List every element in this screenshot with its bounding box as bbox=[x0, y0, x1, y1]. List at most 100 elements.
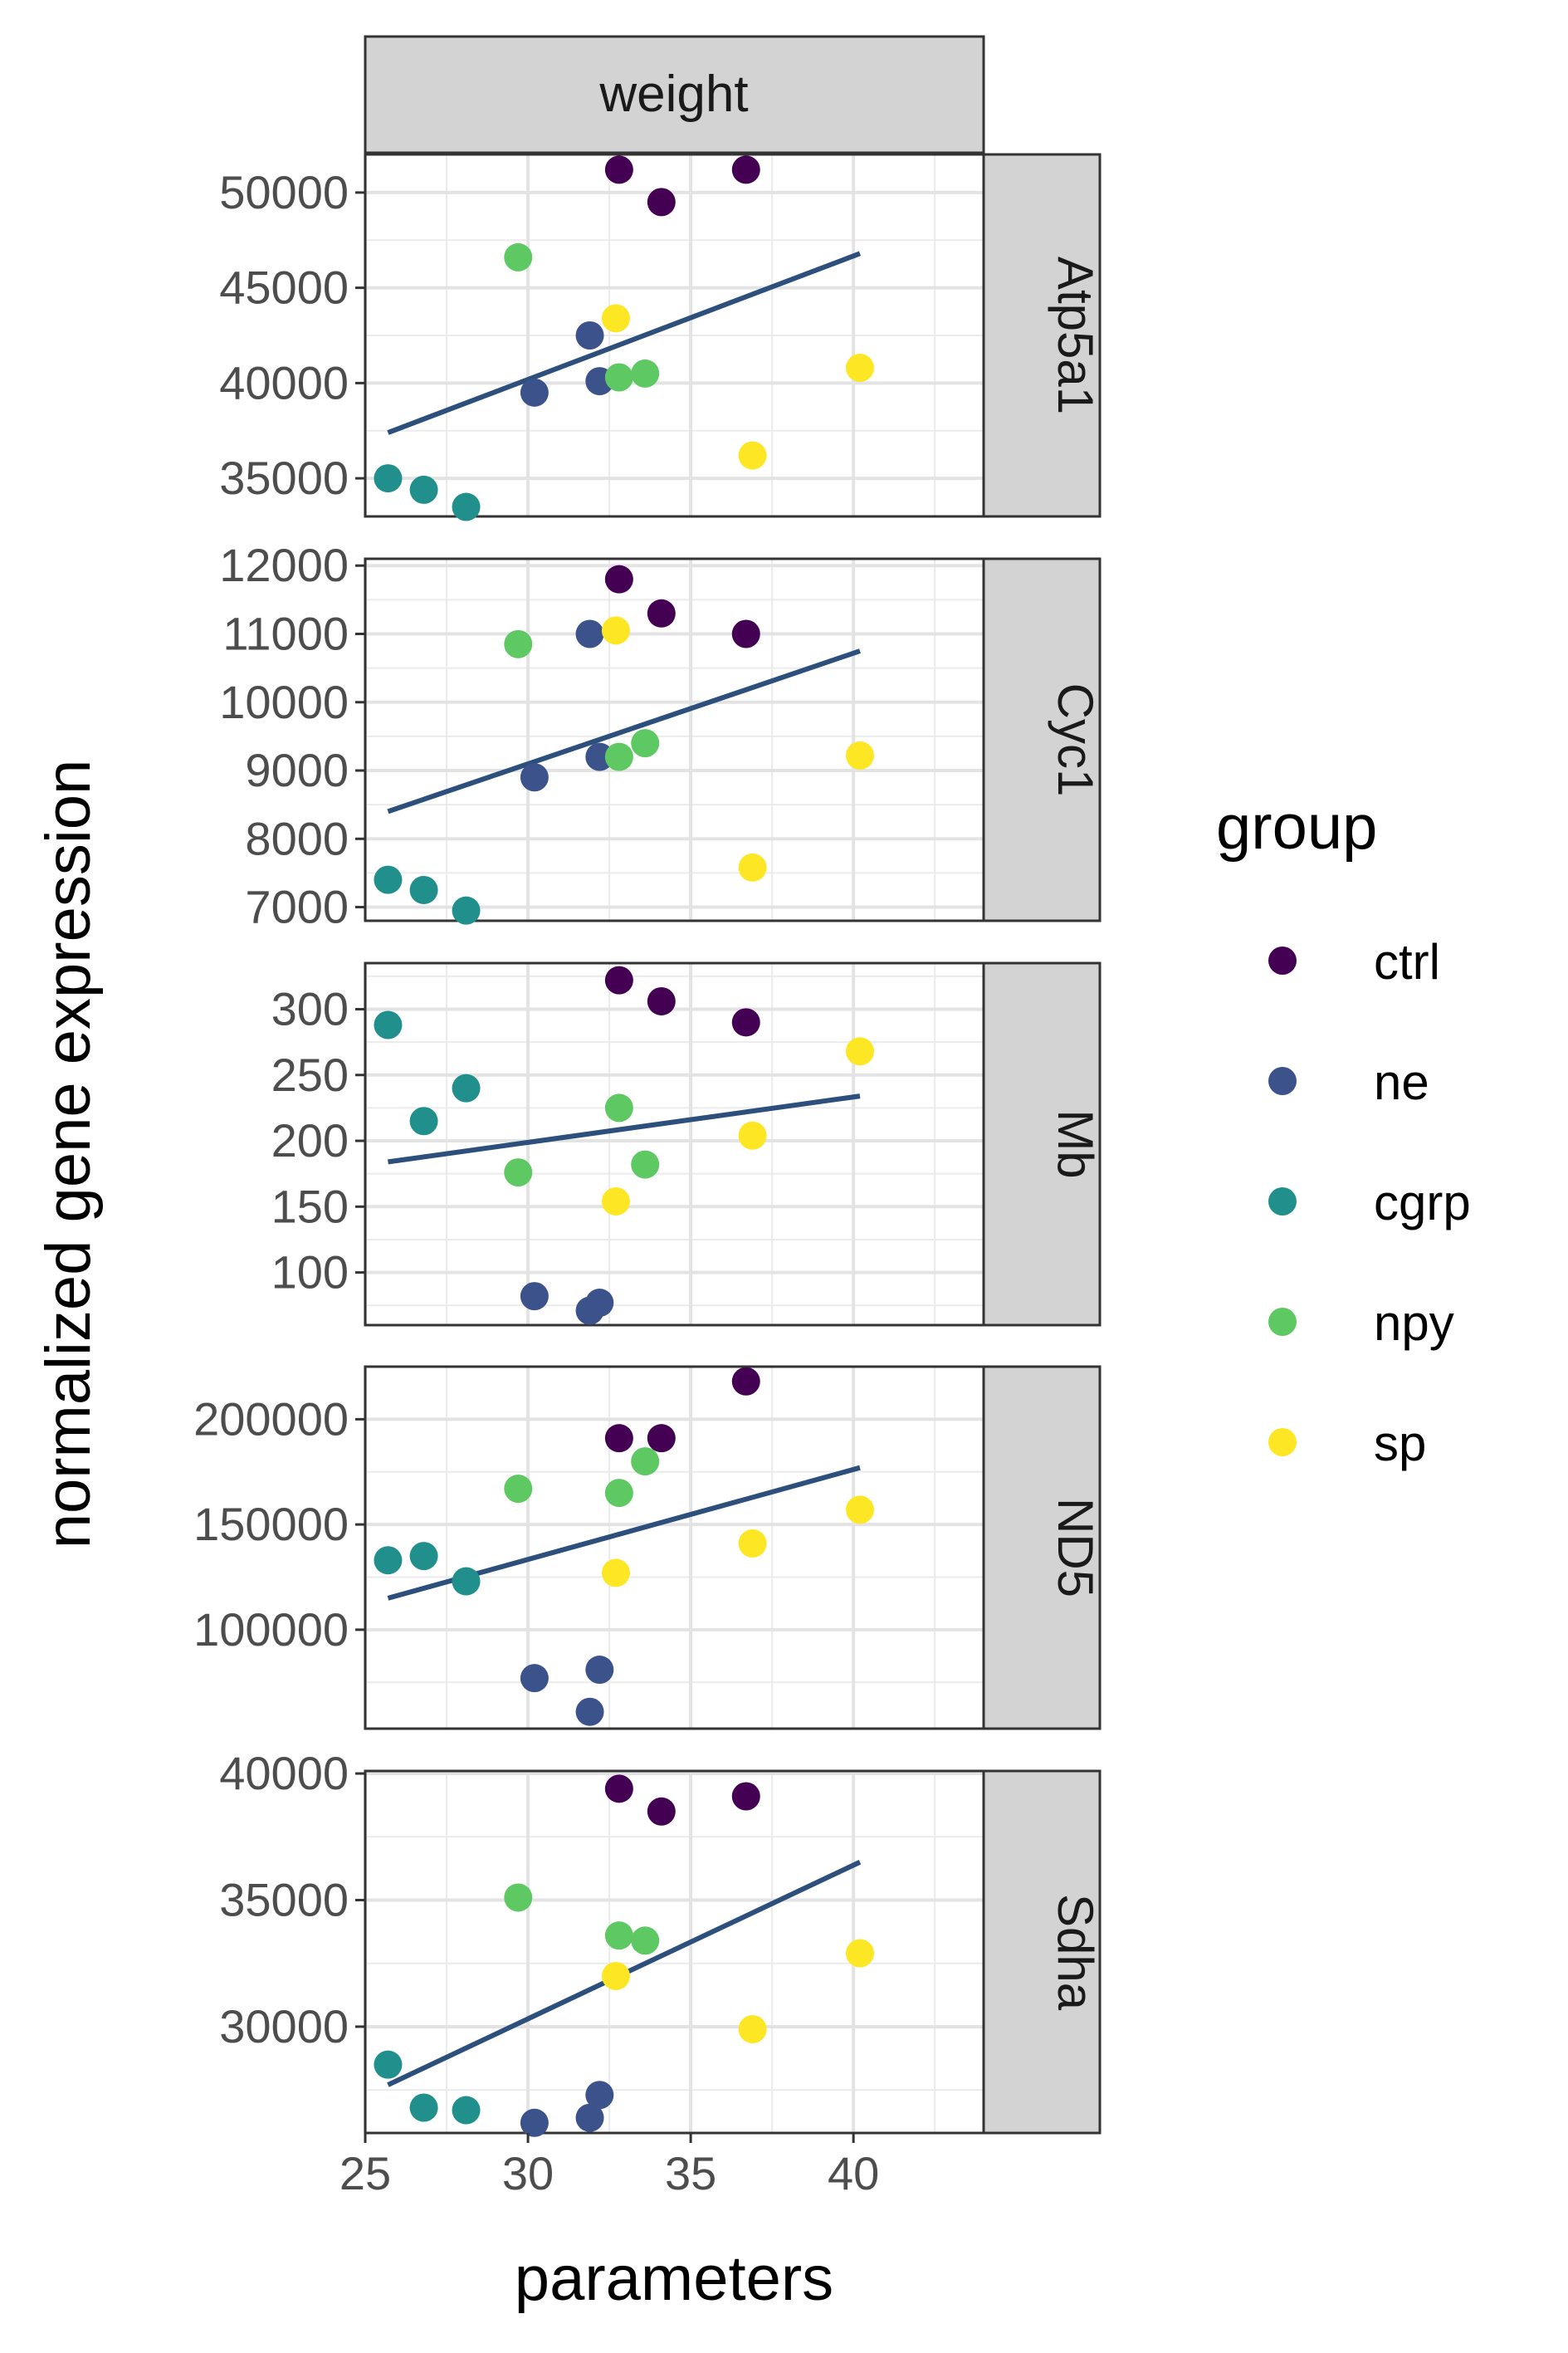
y-tick-label: 100000 bbox=[193, 1603, 349, 1656]
data-point-npy bbox=[631, 1150, 660, 1179]
data-point-cgrp bbox=[409, 1542, 438, 1571]
facet-strip-right bbox=[982, 153, 1102, 518]
data-point-cgrp bbox=[452, 492, 481, 521]
y-tick-label: 40000 bbox=[219, 356, 349, 408]
data-point-sp bbox=[738, 1529, 767, 1558]
y-tick-label: 200 bbox=[271, 1114, 349, 1167]
facet-column-label: weight bbox=[598, 66, 748, 123]
data-point-ctrl bbox=[647, 1424, 676, 1453]
data-point-cgrp bbox=[409, 475, 438, 504]
y-tick-label: 12000 bbox=[219, 539, 349, 591]
data-point-npy bbox=[604, 742, 633, 771]
data-point-sp bbox=[601, 616, 630, 645]
data-point-sp bbox=[738, 1121, 767, 1150]
legend-key-npy bbox=[1268, 1308, 1297, 1336]
y-tick-label: 35000 bbox=[219, 452, 349, 504]
y-tick-label: 35000 bbox=[219, 1873, 349, 1925]
data-point-cgrp bbox=[374, 2050, 403, 2079]
data-point-sp bbox=[601, 1186, 630, 1216]
panel-cyc1: 7000 8000 9000 10000 11000 12000 Cyc1 bbox=[219, 539, 1103, 932]
y-axis-title: normalized gene expression bbox=[33, 760, 104, 1549]
legend-label-ctrl: ctrl bbox=[1374, 934, 1440, 990]
regression-line bbox=[387, 251, 862, 435]
data-point-ne bbox=[585, 1656, 614, 1685]
x-axis-title: parameters bbox=[515, 2243, 833, 2314]
y-tick-label: 10000 bbox=[219, 676, 349, 728]
data-point-ne bbox=[520, 763, 549, 792]
panel-nd5: 100000 150000 200000 ND5 bbox=[193, 1365, 1103, 1730]
data-point-ctrl bbox=[604, 565, 633, 594]
legend: group ctrl ne cgrp npy sp bbox=[1216, 792, 1471, 1471]
data-point-sp bbox=[738, 441, 767, 470]
data-point-cgrp bbox=[374, 464, 403, 493]
data-point-npy bbox=[631, 359, 660, 388]
data-point-npy bbox=[504, 242, 533, 272]
data-point-ne bbox=[575, 1697, 604, 1726]
data-point-cgrp bbox=[409, 1107, 438, 1136]
legend-title: group bbox=[1216, 792, 1377, 863]
legend-key-ne bbox=[1268, 1067, 1297, 1095]
data-point-cgrp bbox=[452, 1074, 481, 1103]
data-point-sp bbox=[738, 853, 767, 882]
data-point-ne bbox=[585, 742, 614, 771]
data-point-ne bbox=[520, 2108, 549, 2137]
y-tick-label: 250 bbox=[271, 1049, 349, 1101]
x-axis: 25 30 35 40 bbox=[339, 2133, 879, 2199]
y-tick-label: 45000 bbox=[219, 262, 349, 314]
data-point-cgrp bbox=[452, 2096, 481, 2125]
facet-row-label: Sdha bbox=[1048, 1894, 1103, 2011]
data-point-npy bbox=[504, 1158, 533, 1187]
data-point-cgrp bbox=[374, 865, 403, 894]
legend-entries: ctrl ne cgrp npy sp bbox=[1268, 934, 1471, 1471]
data-point-npy bbox=[631, 729, 660, 758]
data-point-ctrl bbox=[731, 1367, 760, 1396]
data-point-ne bbox=[585, 2081, 614, 2110]
x-tick-label: 35 bbox=[665, 2147, 716, 2199]
data-point-ne bbox=[520, 1664, 549, 1693]
x-tick-label: 30 bbox=[502, 2147, 554, 2199]
data-point-sp bbox=[601, 1961, 630, 1990]
data-point-sp bbox=[846, 1037, 874, 1066]
facet-strip-top-box bbox=[364, 35, 985, 154]
data-point-npy bbox=[631, 1926, 660, 1955]
y-tick-label: 30000 bbox=[219, 2000, 349, 2052]
facet-strip-right bbox=[982, 961, 1102, 1327]
legend-label-npy: npy bbox=[1374, 1295, 1454, 1351]
data-point-sp bbox=[846, 1939, 874, 1968]
legend-label-sp: sp bbox=[1374, 1416, 1426, 1471]
panel-atp5a1: 35000 40000 45000 50000 Atp5a1 bbox=[219, 153, 1103, 521]
facet-strip-right bbox=[982, 557, 1102, 922]
data-point-ctrl bbox=[647, 1797, 676, 1826]
y-tick-label: 200000 bbox=[193, 1392, 349, 1445]
legend-key-sp bbox=[1268, 1428, 1297, 1456]
data-point-cgrp bbox=[452, 1567, 481, 1596]
data-point-npy bbox=[604, 1921, 633, 1950]
data-point-sp bbox=[846, 1495, 874, 1524]
data-point-ctrl bbox=[604, 1774, 633, 1803]
facet-strip-right bbox=[982, 1769, 1102, 2135]
data-point-ne bbox=[585, 1289, 614, 1318]
data-point-ne bbox=[520, 1282, 549, 1311]
y-tick-label: 9000 bbox=[245, 744, 349, 796]
data-point-cgrp bbox=[374, 1010, 403, 1040]
data-point-ctrl bbox=[647, 986, 676, 1015]
data-point-sp bbox=[846, 354, 874, 383]
y-tick-label: 40000 bbox=[219, 1747, 349, 1799]
data-point-ne bbox=[520, 378, 549, 407]
data-point-npy bbox=[504, 629, 533, 658]
y-tick-label: 150 bbox=[271, 1180, 349, 1232]
regression-line bbox=[388, 1093, 861, 1165]
data-point-ctrl bbox=[604, 966, 633, 995]
data-point-ctrl bbox=[731, 1782, 760, 1811]
data-point-cgrp bbox=[452, 896, 481, 925]
panel-mb: 100 150 200 250 300 Mb bbox=[271, 961, 1103, 1327]
facet-row-label: Cyc1 bbox=[1048, 683, 1103, 797]
data-point-npy bbox=[604, 1479, 633, 1508]
facet-strip-top: weight bbox=[364, 35, 985, 154]
data-point-ne bbox=[575, 321, 604, 350]
data-point-npy bbox=[604, 1093, 633, 1123]
data-point-ctrl bbox=[647, 599, 676, 628]
data-point-cgrp bbox=[374, 1546, 403, 1575]
